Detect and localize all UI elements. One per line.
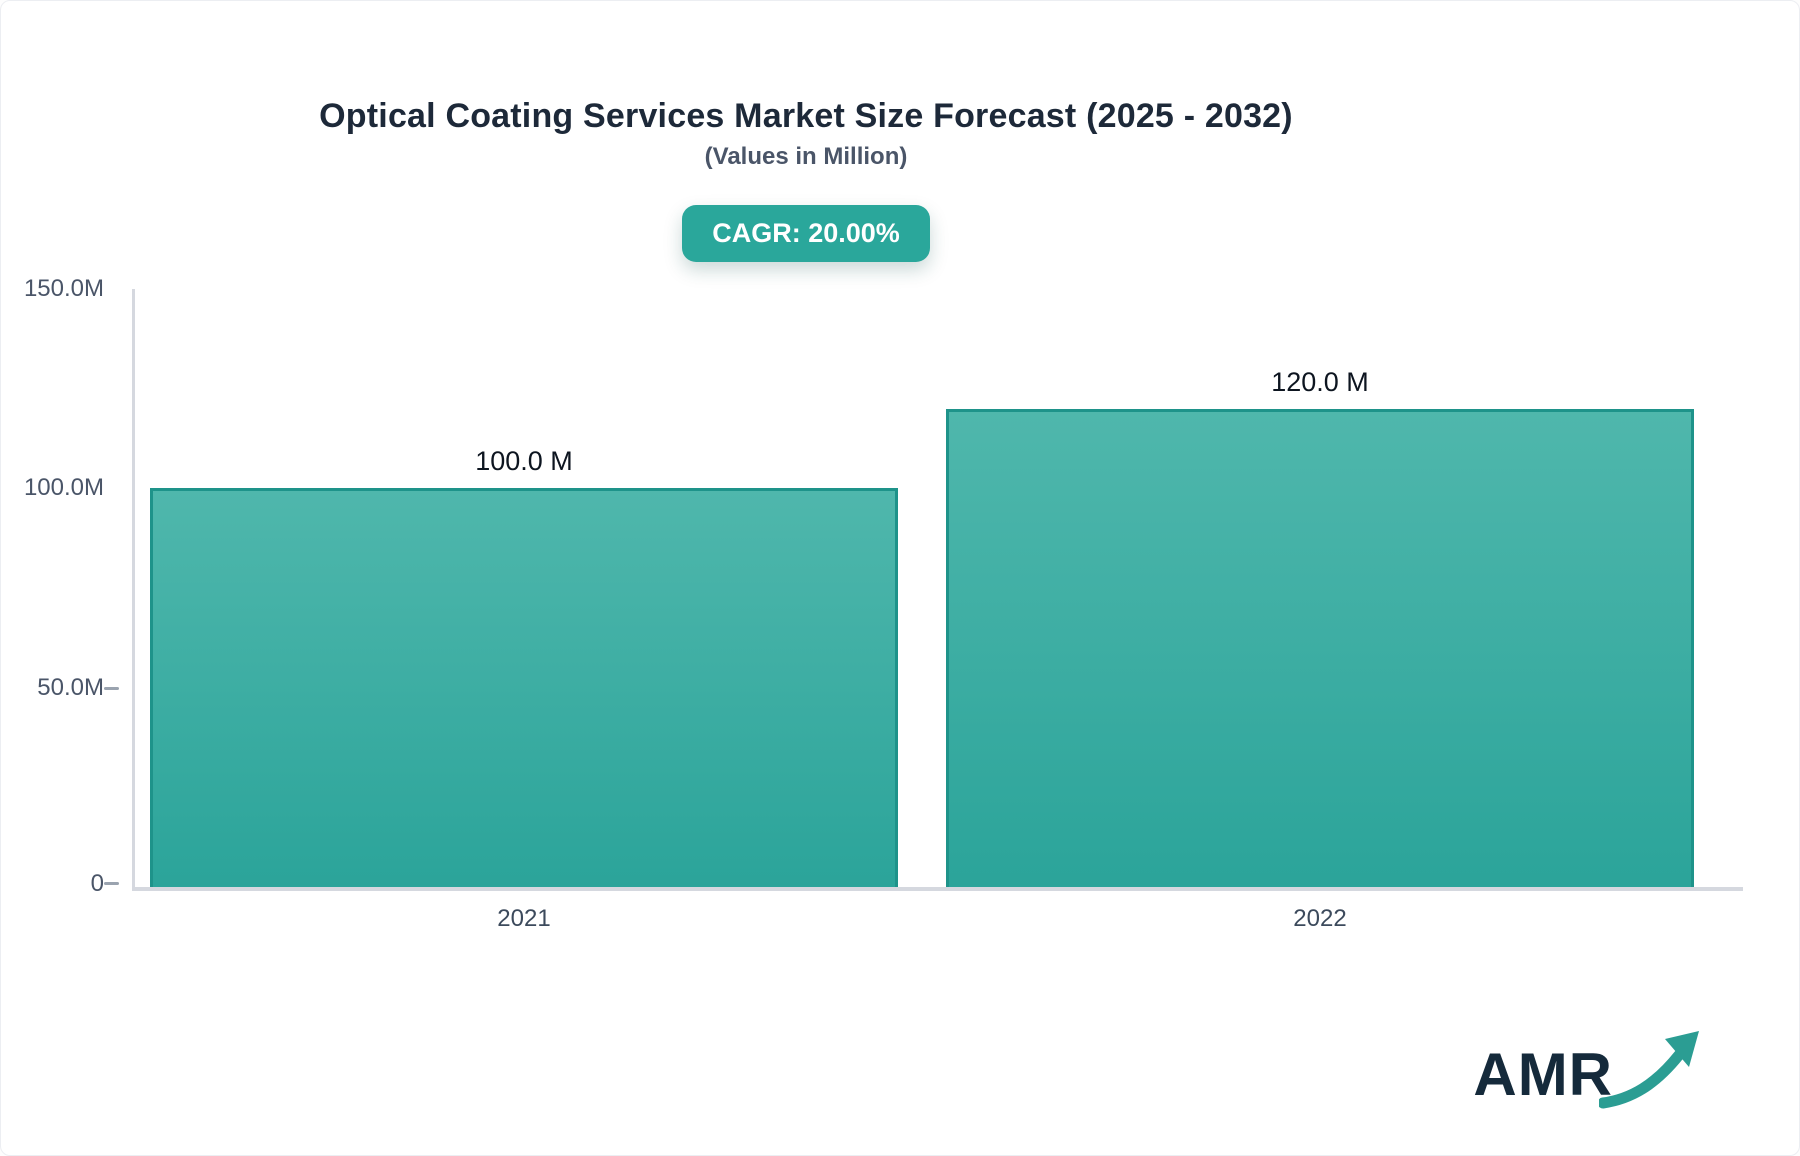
- chart-header: Optical Coating Services Market Size For…: [1, 1, 1611, 262]
- y-axis-tick-50: [104, 687, 119, 690]
- bar-value-label-2021: 100.0 M: [475, 446, 573, 477]
- bar-2022[interactable]: 120.0 M: [946, 367, 1694, 887]
- bar-rect-2022: [946, 408, 1694, 887]
- growth-arrow-icon: [1599, 1031, 1699, 1109]
- y-axis-label-50: 50.0M: [37, 674, 104, 701]
- chart-title: Optical Coating Services Market Size For…: [319, 97, 1293, 135]
- bar-2021[interactable]: 100.0 M: [150, 446, 898, 887]
- cagr-badge: CAGR: 20.00%: [682, 205, 930, 262]
- y-axis-label-0: 0: [90, 870, 104, 897]
- x-axis-label-2021: 2021: [497, 905, 551, 932]
- bar-value-label-2022: 120.0 M: [1271, 366, 1369, 397]
- amr-logo-text: AMR: [1473, 1041, 1613, 1108]
- plot-area: 100.0 M 120.0 M 2021 2022: [132, 289, 1743, 932]
- y-axis-tick-0: [104, 882, 119, 885]
- chart-subtitle: (Values in Million): [704, 143, 908, 170]
- y-axis-line: [132, 289, 135, 890]
- y-axis-label-100: 100.0M: [23, 474, 104, 501]
- x-axis-line: [132, 887, 1743, 891]
- bar-rect-2021: [150, 488, 898, 887]
- amr-logo: AMR: [1473, 1027, 1703, 1109]
- x-axis-label-2022: 2022: [1293, 905, 1347, 932]
- y-axis-label-150: 150.0M: [23, 275, 104, 302]
